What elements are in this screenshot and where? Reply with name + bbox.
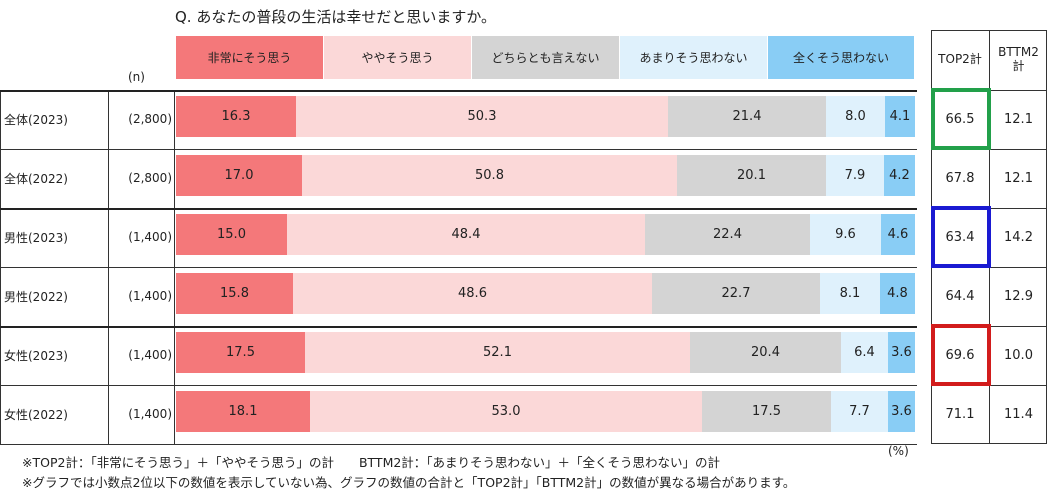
row-label: 全体(2023): [4, 112, 68, 127]
top2-value: 63.4: [945, 229, 975, 245]
row-label: 女性(2022): [4, 407, 68, 422]
bttm2-value: 10.0: [1004, 347, 1033, 363]
bttm2-value: 12.1: [1004, 111, 1033, 127]
bar-segment-1: 17.0: [176, 155, 302, 196]
row-n: (1,400): [128, 289, 172, 303]
bar-segment-3: 22.7: [652, 273, 820, 314]
note-1: ※TOP2計：「非常にそう思う」＋「ややそう思う」の計 BTTM2計：「あまりそ…: [22, 455, 721, 470]
bttm2-header: BTTM2計: [998, 45, 1039, 73]
row-n: (2,800): [128, 171, 172, 185]
bar-segment-2: 48.4: [287, 214, 645, 255]
note-2: ※グラフでは小数点2位以下の数値を表示していない為、グラフの数値の合計と「TOP…: [22, 475, 796, 490]
stacked-bar: 18.1 53.0 17.5 7.7 3.6: [176, 391, 915, 432]
legend-item-2: ややそう思う: [324, 36, 471, 79]
bar-segment-4: 8.0: [826, 96, 885, 137]
bar-segment-1: 17.5: [176, 332, 305, 373]
bar-segment-4: 8.1: [820, 273, 880, 314]
stacked-bar: 17.5 52.1 20.4 6.4 3.6: [176, 332, 915, 373]
bar-segment-5: 3.6: [888, 391, 915, 432]
row-label: 男性(2022): [4, 289, 68, 304]
row-n: (1,400): [128, 230, 172, 244]
bar-segment-1: 18.1: [176, 391, 310, 432]
table-bottom-border: [0, 444, 917, 445]
bar-segment-4: 7.7: [831, 391, 888, 432]
bar-segment-1: 15.0: [176, 214, 287, 255]
bar-segment-2: 52.1: [305, 332, 690, 373]
bar-segment-1: 15.8: [176, 273, 293, 314]
n-header: (n): [128, 70, 145, 84]
row-label: 全体(2022): [4, 171, 68, 186]
legend-item-4: あまりそう思わない: [620, 36, 767, 79]
bar-segment-4: 7.9: [826, 155, 884, 196]
row-separator: [0, 267, 917, 268]
top2-value: 67.8: [945, 170, 975, 186]
row-separator: [0, 149, 917, 150]
row-separator: [0, 208, 917, 210]
row-n: (1,400): [128, 407, 172, 421]
bar-segment-3: 21.4: [668, 96, 826, 137]
top2-highlight-box: [931, 324, 991, 386]
bar-segment-2: 48.6: [293, 273, 652, 314]
top2-value: 69.6: [945, 347, 975, 363]
bttm2-value: 14.2: [1004, 229, 1033, 245]
legend-item-3: どちらとも言えない: [472, 36, 619, 79]
legend-item-1: 非常にそう思う: [176, 36, 323, 79]
row-label: 男性(2023): [4, 230, 68, 245]
bar-segment-5: 4.2: [884, 155, 915, 196]
stacked-bar: 17.0 50.8 20.1 7.9 4.2: [176, 155, 915, 196]
bttm2-value: 12.1: [1004, 170, 1033, 186]
bar-segment-4: 6.4: [841, 332, 888, 373]
stacked-bar: 15.0 48.4 22.4 9.6 4.6: [176, 214, 915, 255]
percent-unit: (%): [888, 444, 909, 458]
bar-segment-2: 50.8: [302, 155, 677, 196]
top2-highlight-box: [931, 206, 991, 268]
bar-segment-5: 3.6: [888, 332, 915, 373]
row-separator: [0, 385, 917, 386]
row-n: (2,800): [128, 112, 172, 126]
top2-value: 71.1: [945, 406, 975, 422]
top2-value: 64.4: [945, 288, 975, 304]
bar-segment-3: 17.5: [702, 391, 831, 432]
row-n: (1,400): [128, 348, 172, 362]
top2-header: TOP2計: [938, 52, 982, 66]
bar-segment-3: 20.4: [690, 332, 841, 373]
chart-title: Q. あなたの普段の生活は幸せだと思いますか。: [175, 8, 497, 26]
legend-item-5: 全くそう思わない: [768, 36, 914, 79]
bar-segment-5: 4.8: [880, 273, 915, 314]
bar-segment-4: 9.6: [810, 214, 881, 255]
bar-segment-5: 4.1: [885, 96, 915, 137]
bar-segment-1: 16.3: [176, 96, 296, 137]
top2-highlight-box: [931, 88, 991, 150]
bar-segment-2: 50.3: [296, 96, 668, 137]
stacked-bar: 15.8 48.6 22.7 8.1 4.8: [176, 273, 915, 314]
row-label: 女性(2023): [4, 348, 68, 363]
bar-segment-3: 22.4: [645, 214, 810, 255]
bttm2-value: 12.9: [1004, 288, 1033, 304]
bar-segment-3: 20.1: [677, 155, 826, 196]
bar-segment-5: 4.6: [881, 214, 915, 255]
row-separator: [0, 326, 917, 328]
bar-segment-2: 53.0: [310, 391, 702, 432]
top2-value: 66.5: [945, 111, 975, 127]
stacked-bar: 16.3 50.3 21.4 8.0 4.1: [176, 96, 915, 137]
bttm2-value: 11.4: [1004, 406, 1033, 422]
row-separator: [0, 90, 917, 92]
